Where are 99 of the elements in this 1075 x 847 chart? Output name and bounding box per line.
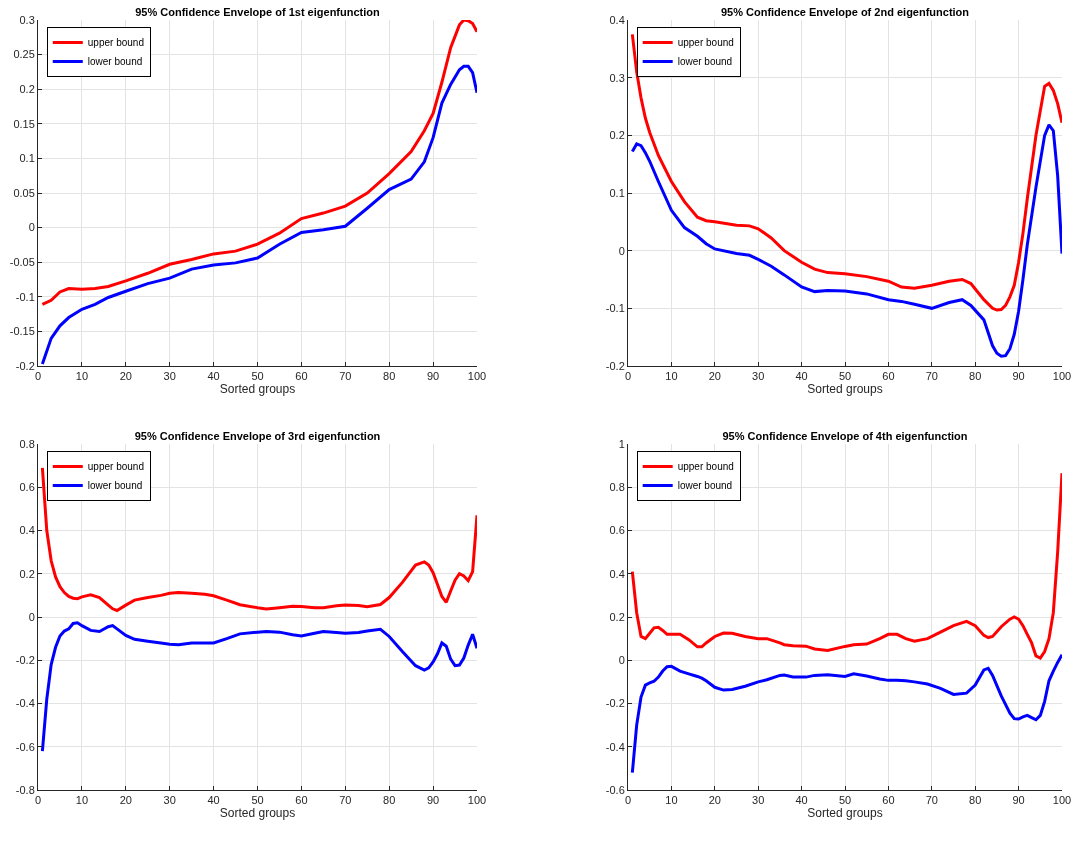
x-tick-label: 20	[708, 794, 721, 807]
y-tick-label: 0.15	[13, 117, 35, 130]
chart-title: 95% Confidence Envelope of 4th eigenfunction	[722, 430, 968, 442]
x-tick-label: 20	[119, 794, 132, 807]
y-tick-label: 0.2	[609, 610, 625, 623]
x-tick-label: 100	[467, 794, 487, 807]
y-tick-label: 0.1	[19, 152, 35, 165]
line-series	[40, 20, 477, 306]
y-tick-label: 0.6	[19, 481, 35, 494]
x-tick-label: 50	[838, 794, 852, 807]
legend-label: lower bound	[87, 480, 143, 492]
y-tick-label: 0.1	[609, 186, 625, 199]
y-tick-label: 0.3	[609, 71, 625, 84]
x-tick-label: 80	[383, 370, 396, 383]
y-tick-label: 0.8	[609, 481, 625, 494]
x-tick-label: 30	[163, 370, 176, 383]
x-tick-label: 100	[467, 370, 487, 383]
y-tick-label: -0.2	[15, 359, 35, 372]
x-tick-label: 30	[752, 370, 765, 383]
line-series	[40, 621, 477, 753]
x-tick-label: 40	[795, 794, 808, 807]
x-tick-label: 20	[708, 370, 721, 383]
x-axis-title: Sorted groups	[807, 382, 883, 397]
x-tick-label: 80	[383, 794, 396, 807]
x-tick-label: 40	[207, 370, 220, 383]
x-tick-label: 70	[339, 794, 352, 807]
chart-title: 95% Confidence Envelope of 1st eigenfunction	[135, 6, 381, 18]
y-tick-label: 0.8	[19, 437, 35, 450]
y-tick-label: 1	[618, 437, 625, 450]
x-tick-label: 100	[1052, 794, 1072, 807]
legend-label: lower bound	[677, 480, 733, 492]
y-tick-label: -0.2	[15, 654, 35, 667]
y-tick-label: 0.2	[19, 83, 35, 96]
y-tick-label: 0	[618, 244, 625, 257]
x-tick-label: 10	[75, 370, 89, 383]
x-tick-label: 60	[882, 794, 895, 807]
x-tick-label: 70	[925, 370, 938, 383]
y-tick-label: -0.15	[9, 325, 35, 338]
x-axis-title: Sorted groups	[807, 806, 883, 821]
x-tick-label: 80	[969, 370, 982, 383]
x-tick-label: 50	[251, 794, 264, 807]
y-tick-label: -0.4	[605, 740, 625, 753]
y-tick-label: -0.2	[605, 697, 625, 710]
x-tick-label: 40	[207, 794, 220, 807]
x-tick-label: 40	[795, 370, 808, 383]
x-tick-label: 90	[1012, 370, 1025, 383]
y-tick-label: 0.4	[609, 567, 625, 580]
x-tick-label: 50	[251, 370, 264, 383]
line-series	[630, 471, 1062, 660]
y-tick-label: 0.25	[13, 48, 35, 61]
x-tick-label: 60	[295, 794, 308, 807]
x-tick-label: 10	[665, 370, 678, 383]
x-tick-label: 100	[1052, 370, 1072, 383]
y-tick-label: 0.2	[19, 567, 35, 580]
x-tick-label: 20	[119, 370, 132, 383]
y-tick-label: -0.05	[9, 256, 35, 269]
legend-label: upper bound	[87, 461, 144, 473]
x-tick-label: 10	[665, 794, 678, 807]
y-tick-label: 0.2	[609, 129, 625, 142]
y-tick-label: 0.4	[19, 524, 35, 537]
x-tick-label: 90	[426, 370, 440, 383]
x-tick-label: 80	[969, 794, 982, 807]
legend-label: upper bound	[677, 37, 734, 49]
y-tick-label: -0.6	[15, 740, 35, 753]
y-tick-label: -0.8	[15, 783, 35, 796]
line-series	[630, 123, 1062, 358]
x-tick-label: 90	[1012, 794, 1025, 807]
y-tick-label: 0	[28, 610, 35, 623]
x-tick-label: 30	[163, 794, 176, 807]
line-series	[630, 653, 1062, 775]
y-tick-label: 0.4	[609, 13, 625, 26]
y-tick-label: -0.6	[605, 783, 625, 796]
y-tick-label: -0.1	[605, 302, 625, 315]
x-tick-label: 90	[426, 794, 440, 807]
x-tick-label: 50	[838, 370, 852, 383]
y-tick-label: 0	[618, 654, 625, 667]
x-axis-title: Sorted groups	[219, 806, 296, 821]
x-tick-label: 60	[882, 370, 895, 383]
x-tick-label: 30	[752, 794, 765, 807]
y-tick-label: -0.2	[605, 359, 625, 372]
x-tick-label: 70	[925, 794, 938, 807]
y-tick-label: 0	[28, 221, 35, 234]
x-tick-label: 70	[339, 370, 352, 383]
y-tick-label: 0.05	[13, 186, 35, 199]
legend-label: upper bound	[87, 37, 144, 49]
line-series	[40, 64, 477, 366]
line-series	[630, 32, 1062, 312]
x-axis-title: Sorted groups	[219, 382, 296, 397]
legend-label: lower bound	[677, 56, 733, 68]
chart-title: 95% Confidence Envelope of 3rd eigenfunction	[134, 430, 381, 442]
chart-title: 95% Confidence Envelope of 2nd eigenfunction	[720, 6, 970, 18]
legend-label: lower bound	[87, 56, 143, 68]
x-tick-label: 10	[75, 794, 89, 807]
x-tick-label: 60	[295, 370, 308, 383]
y-tick-label: -0.1	[15, 290, 35, 303]
legend-label: upper bound	[677, 461, 734, 473]
y-tick-label: 0.6	[609, 524, 625, 537]
y-tick-label: -0.4	[15, 697, 35, 710]
y-tick-label: 0.3	[19, 13, 35, 26]
